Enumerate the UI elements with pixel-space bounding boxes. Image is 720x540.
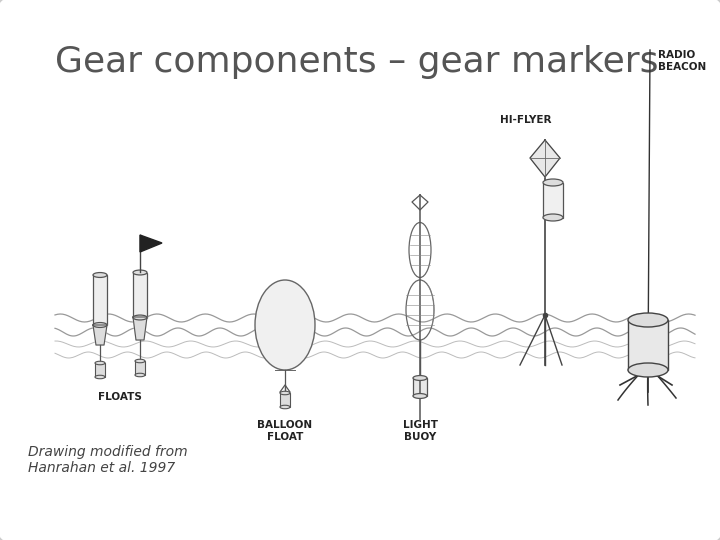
Ellipse shape — [95, 361, 105, 365]
Bar — [413, 378, 427, 396]
Bar — [628, 320, 668, 370]
Polygon shape — [530, 140, 560, 177]
Ellipse shape — [133, 315, 147, 320]
Ellipse shape — [135, 373, 145, 377]
Ellipse shape — [628, 313, 668, 327]
Ellipse shape — [280, 392, 290, 395]
Ellipse shape — [93, 322, 107, 327]
Ellipse shape — [255, 280, 315, 370]
Bar — [95, 363, 105, 377]
Ellipse shape — [93, 273, 107, 278]
Bar — [280, 393, 290, 407]
Ellipse shape — [413, 375, 427, 381]
Ellipse shape — [543, 179, 563, 186]
Text: RADIO
BEACON: RADIO BEACON — [658, 50, 706, 72]
Bar — [135, 361, 145, 375]
Ellipse shape — [95, 375, 105, 379]
Polygon shape — [140, 235, 162, 252]
Bar — [93, 275, 107, 325]
Polygon shape — [133, 317, 147, 340]
Text: HI-FLYER: HI-FLYER — [500, 115, 552, 125]
Text: LIGHT
BUOY: LIGHT BUOY — [402, 420, 438, 442]
Ellipse shape — [628, 363, 668, 377]
Ellipse shape — [133, 270, 147, 275]
Text: Gear components – gear markers: Gear components – gear markers — [55, 45, 659, 79]
Ellipse shape — [543, 214, 563, 221]
Polygon shape — [93, 325, 107, 345]
Text: BALLOON
FLOAT: BALLOON FLOAT — [258, 420, 312, 442]
Ellipse shape — [413, 394, 427, 399]
Ellipse shape — [135, 359, 145, 363]
Text: FLOATS: FLOATS — [98, 392, 142, 402]
Bar — [543, 183, 563, 218]
Text: Drawing modified from
Hanrahan et al. 1997: Drawing modified from Hanrahan et al. 19… — [28, 445, 188, 475]
Ellipse shape — [280, 405, 290, 409]
Bar — [133, 273, 147, 318]
